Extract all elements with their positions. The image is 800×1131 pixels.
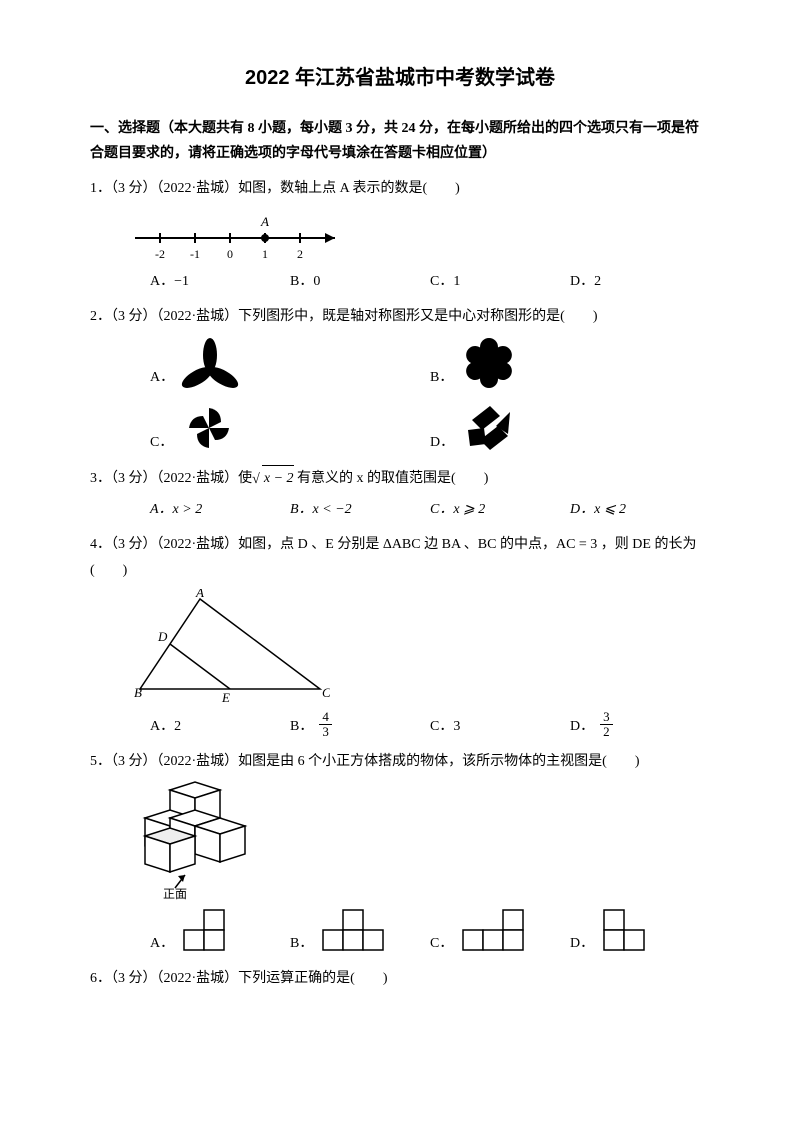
- q5-view-d: [600, 906, 670, 956]
- q1-option-b: B．0: [290, 269, 430, 294]
- q5-option-b: B．: [290, 906, 430, 956]
- q4-option-d: D．32: [570, 710, 710, 740]
- svg-text:E: E: [221, 690, 230, 704]
- q1-option-a: A．−1: [150, 269, 290, 294]
- svg-text:A: A: [195, 589, 204, 600]
- svg-text:-2: -2: [155, 247, 165, 261]
- question-3: 3．（3 分）（2022·盐城）使√x − 2 有意义的 x 的取值范围是( ): [90, 465, 710, 491]
- q4-option-c: C．3: [430, 714, 570, 739]
- q4-options: A．2 B．43 C．3 D．32: [90, 710, 710, 740]
- svg-text:2: 2: [297, 247, 303, 261]
- q5-option-a: A．: [150, 906, 290, 956]
- q2-figure-a: [180, 335, 240, 390]
- q2-figure-b: [459, 335, 519, 390]
- q1-options: A．−1 B．0 C．1 D．2: [90, 269, 710, 294]
- question-1: 1．（3 分）（2022·盐城）如图，数轴上点 A 表示的数是( ): [90, 176, 710, 201]
- q5-view-a: [180, 906, 250, 956]
- q3-option-c: C．x ⩾ 2: [430, 497, 570, 522]
- q1-option-d: D．2: [570, 269, 710, 294]
- page-title: 2022 年江苏省盐城市中考数学试卷: [90, 60, 710, 96]
- q1-option-c: C．1: [430, 269, 570, 294]
- question-2: 2．（3 分）（2022·盐城）下列图形中，既是轴对称图形又是中心对称图形的是(…: [90, 304, 710, 329]
- svg-text:A: A: [260, 214, 269, 229]
- q2-figure-d: [460, 400, 520, 455]
- q5-figure-3d: 正面: [90, 780, 710, 900]
- q2-option-b-label: B．: [430, 365, 453, 390]
- q5-view-c: [459, 906, 549, 956]
- q4-option-b: B．43: [290, 710, 430, 740]
- q5-option-c: C．: [430, 906, 570, 956]
- q2-options-row1: A． B．: [90, 335, 710, 390]
- question-6: 6．（3 分）（2022·盐城）下列运算正确的是( ): [90, 966, 710, 991]
- question-4: 4．（3 分）（2022·盐城）如图，点 D 、E 分别是 ΔABC 边 BA …: [90, 532, 710, 582]
- q1-figure-numberline: -2 -1 0 1 2 A: [90, 208, 710, 263]
- svg-text:C: C: [322, 685, 330, 700]
- q5-view-b: [319, 906, 409, 956]
- section-heading: 一、选择题（本大题共有 8 小题，每小题 3 分，共 24 分，在每小题所给出的…: [90, 116, 710, 166]
- q4-figure-triangle: A B C D E: [90, 589, 710, 704]
- svg-text:1: 1: [262, 247, 268, 261]
- q3-option-a: A．x > 2: [150, 497, 290, 522]
- svg-text:B: B: [134, 685, 142, 700]
- q3-option-d: D．x ⩽ 2: [570, 497, 710, 522]
- q2-figure-c: [179, 400, 239, 455]
- q2-options-row2: C． D．: [90, 400, 710, 455]
- q5-options: A． B． C．: [90, 906, 710, 956]
- q3-options: A．x > 2 B．x < −2 C．x ⩾ 2 D．x ⩽ 2: [90, 497, 710, 522]
- svg-text:D: D: [157, 629, 168, 644]
- svg-text:正面: 正面: [163, 887, 187, 900]
- svg-text:0: 0: [227, 247, 233, 261]
- svg-text:-1: -1: [190, 247, 200, 261]
- question-5: 5．（3 分）（2022·盐城）如图是由 6 个小正方体搭成的物体，该所示物体的…: [90, 749, 710, 774]
- q3-option-b: B．x < −2: [290, 497, 430, 522]
- q5-option-d: D．: [570, 906, 710, 956]
- q4-option-a: A．2: [150, 714, 290, 739]
- q2-option-d-label: D．: [430, 430, 454, 455]
- q2-option-a-label: A．: [150, 365, 174, 390]
- q2-option-c-label: C．: [150, 430, 173, 455]
